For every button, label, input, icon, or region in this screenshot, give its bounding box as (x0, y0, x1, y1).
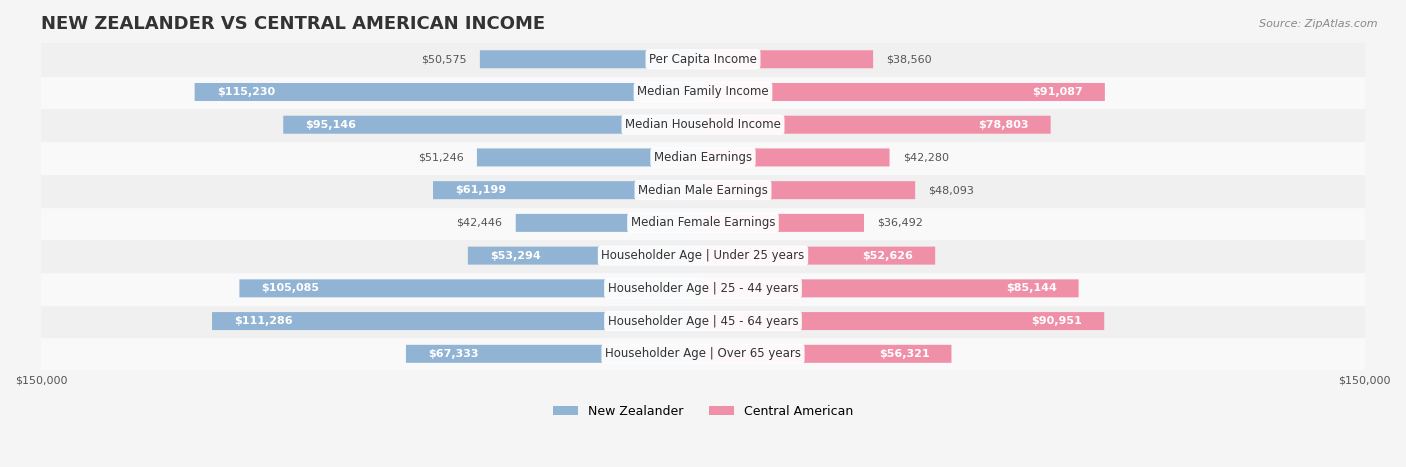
Text: Median Family Income: Median Family Income (637, 85, 769, 99)
Bar (41, 76, 1365, 108)
FancyBboxPatch shape (703, 312, 1104, 330)
Text: Median Female Earnings: Median Female Earnings (631, 216, 775, 229)
Text: Per Capita Income: Per Capita Income (650, 53, 756, 66)
Bar (41, 338, 1365, 370)
Text: Median Household Income: Median Household Income (626, 118, 780, 131)
Text: $53,294: $53,294 (489, 251, 541, 261)
FancyBboxPatch shape (433, 181, 703, 199)
FancyBboxPatch shape (703, 50, 873, 68)
Text: $105,085: $105,085 (262, 283, 319, 293)
Text: NEW ZEALANDER VS CENTRAL AMERICAN INCOME: NEW ZEALANDER VS CENTRAL AMERICAN INCOME (41, 15, 546, 33)
Text: Source: ZipAtlas.com: Source: ZipAtlas.com (1260, 19, 1378, 28)
FancyBboxPatch shape (703, 279, 1078, 297)
FancyBboxPatch shape (703, 149, 890, 166)
Legend: New Zealander, Central American: New Zealander, Central American (548, 400, 858, 423)
FancyBboxPatch shape (703, 181, 915, 199)
Bar (41, 108, 1365, 141)
FancyBboxPatch shape (516, 214, 703, 232)
Text: $85,144: $85,144 (1005, 283, 1056, 293)
Bar (41, 304, 1365, 338)
Text: Median Earnings: Median Earnings (654, 151, 752, 164)
Bar (41, 43, 1365, 76)
FancyBboxPatch shape (703, 345, 952, 363)
Bar (41, 141, 1365, 174)
FancyBboxPatch shape (477, 149, 703, 166)
Text: $50,575: $50,575 (420, 54, 467, 64)
FancyBboxPatch shape (703, 214, 865, 232)
Text: Median Male Earnings: Median Male Earnings (638, 184, 768, 197)
Text: Householder Age | 45 - 64 years: Householder Age | 45 - 64 years (607, 315, 799, 327)
Text: $42,446: $42,446 (457, 218, 502, 228)
FancyBboxPatch shape (283, 116, 703, 134)
FancyBboxPatch shape (468, 247, 703, 265)
FancyBboxPatch shape (406, 345, 703, 363)
Text: $91,087: $91,087 (1032, 87, 1083, 97)
FancyBboxPatch shape (479, 50, 703, 68)
FancyBboxPatch shape (239, 279, 703, 297)
Text: $42,280: $42,280 (903, 152, 949, 163)
Bar (41, 206, 1365, 239)
FancyBboxPatch shape (703, 116, 1050, 134)
Text: $111,286: $111,286 (235, 316, 292, 326)
Text: $38,560: $38,560 (886, 54, 932, 64)
Text: $48,093: $48,093 (928, 185, 974, 195)
Bar (41, 272, 1365, 304)
Text: $78,803: $78,803 (979, 120, 1029, 130)
FancyBboxPatch shape (703, 83, 1105, 101)
FancyBboxPatch shape (212, 312, 703, 330)
Text: $36,492: $36,492 (877, 218, 924, 228)
Text: $90,951: $90,951 (1032, 316, 1083, 326)
Text: $61,199: $61,199 (456, 185, 506, 195)
Text: $67,333: $67,333 (427, 349, 478, 359)
Text: $115,230: $115,230 (217, 87, 274, 97)
FancyBboxPatch shape (703, 247, 935, 265)
Text: $52,626: $52,626 (862, 251, 912, 261)
Bar (41, 174, 1365, 206)
Bar (41, 239, 1365, 272)
FancyBboxPatch shape (194, 83, 703, 101)
Text: Householder Age | Under 25 years: Householder Age | Under 25 years (602, 249, 804, 262)
Text: $95,146: $95,146 (305, 120, 356, 130)
Text: $56,321: $56,321 (879, 349, 929, 359)
Text: $51,246: $51,246 (418, 152, 464, 163)
Text: Householder Age | 25 - 44 years: Householder Age | 25 - 44 years (607, 282, 799, 295)
Text: Householder Age | Over 65 years: Householder Age | Over 65 years (605, 347, 801, 361)
